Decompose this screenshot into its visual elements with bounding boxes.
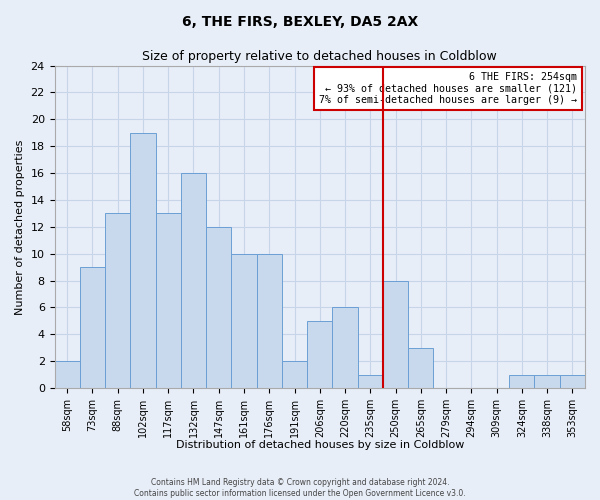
Bar	[257, 254, 282, 388]
Bar	[560, 374, 585, 388]
Bar	[307, 321, 332, 388]
Bar	[80, 267, 105, 388]
Bar	[332, 308, 358, 388]
Title: Size of property relative to detached houses in Coldblow: Size of property relative to detached ho…	[142, 50, 497, 63]
Bar	[509, 374, 535, 388]
Bar	[55, 361, 80, 388]
X-axis label: Distribution of detached houses by size in Coldblow: Distribution of detached houses by size …	[176, 440, 464, 450]
Text: 6 THE FIRS: 254sqm
← 93% of detached houses are smaller (121)
7% of semi-detache: 6 THE FIRS: 254sqm ← 93% of detached hou…	[319, 72, 577, 105]
Bar	[282, 361, 307, 388]
Bar	[105, 214, 130, 388]
Text: 6, THE FIRS, BEXLEY, DA5 2AX: 6, THE FIRS, BEXLEY, DA5 2AX	[182, 15, 418, 29]
Bar	[155, 214, 181, 388]
Bar	[408, 348, 433, 388]
Bar	[358, 374, 383, 388]
Bar	[206, 227, 232, 388]
Bar	[181, 173, 206, 388]
Text: Contains HM Land Registry data © Crown copyright and database right 2024.
Contai: Contains HM Land Registry data © Crown c…	[134, 478, 466, 498]
Bar	[535, 374, 560, 388]
Bar	[232, 254, 257, 388]
Bar	[383, 280, 408, 388]
Bar	[130, 133, 155, 388]
Y-axis label: Number of detached properties: Number of detached properties	[15, 139, 25, 314]
